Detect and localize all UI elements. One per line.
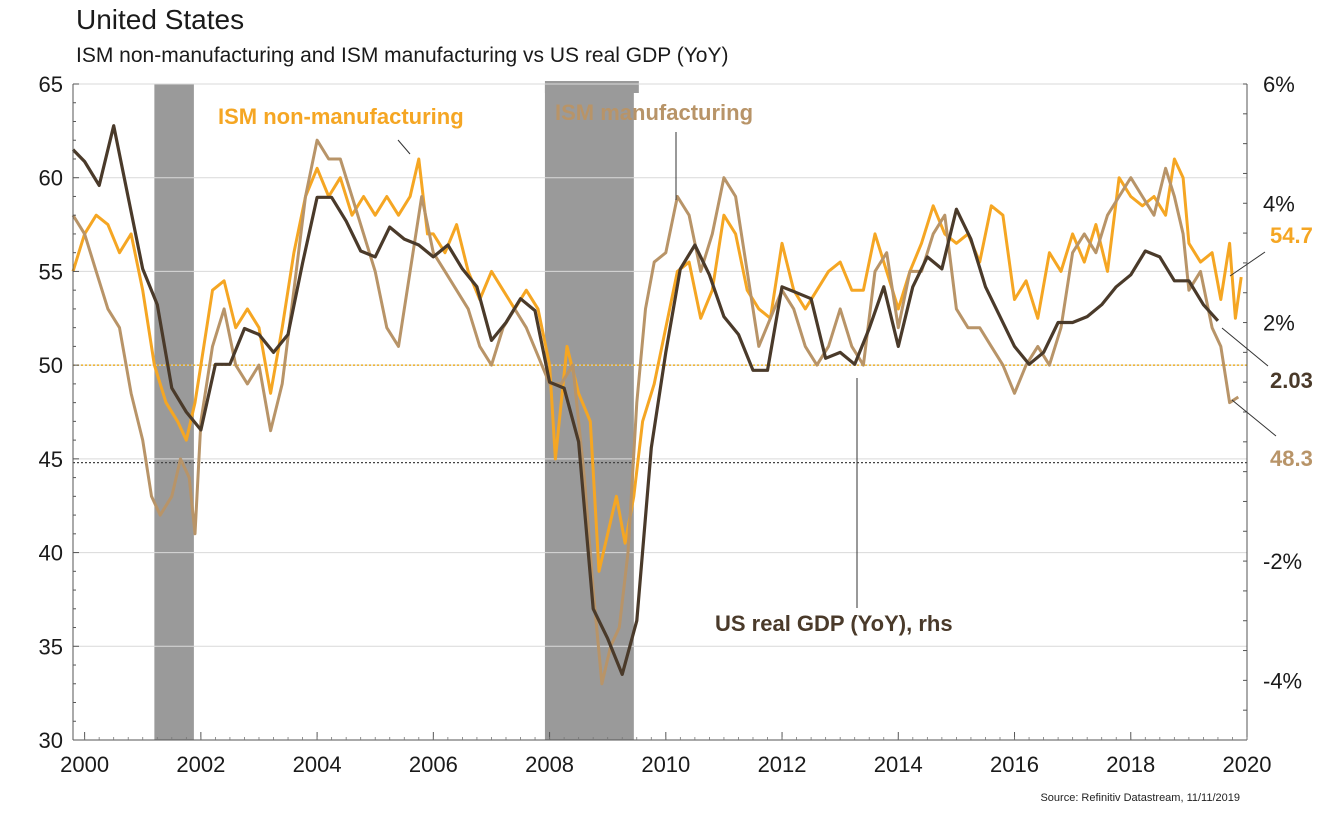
x-tick-label: 2020 xyxy=(1223,752,1272,777)
left-tick-label: 35 xyxy=(39,634,63,659)
left-tick-label: 65 xyxy=(39,72,63,97)
recession-bar-1 xyxy=(544,84,634,740)
x-tick-label: 2008 xyxy=(525,752,574,777)
right-tick-label: -2% xyxy=(1263,549,1302,574)
label-ism-manufacturing: ISM manufacturing xyxy=(555,100,753,125)
x-tick-label: 2010 xyxy=(641,752,690,777)
chart-subtitle: ISM non-manufacturing and ISM manufactur… xyxy=(76,44,729,67)
left-tick-label: 55 xyxy=(39,259,63,284)
gridlines-group xyxy=(73,83,1247,741)
series-line-2 xyxy=(71,124,1220,676)
left-tick-label: 60 xyxy=(39,166,63,191)
series-group xyxy=(71,124,1243,686)
x-tick-label: 2002 xyxy=(176,752,225,777)
left-tick-label: 40 xyxy=(39,541,63,566)
right-tick-label: 2% xyxy=(1263,311,1295,336)
end-leader-gdp xyxy=(1221,327,1269,367)
end-leader-non-manufacturing xyxy=(1229,251,1266,277)
recession-shading-group xyxy=(154,81,639,740)
left-tick-label: 45 xyxy=(39,447,63,472)
x-tick-label: 2006 xyxy=(409,752,458,777)
left-tick-label: 30 xyxy=(39,728,63,753)
right-tick-label: 6% xyxy=(1263,72,1295,97)
x-tick-label: 2014 xyxy=(874,752,923,777)
left-tick-label: 50 xyxy=(39,353,63,378)
x-tick-label: 2012 xyxy=(758,752,807,777)
right-tick-label: 4% xyxy=(1263,191,1295,216)
label-us-real-gdp: US real GDP (YoY), rhs xyxy=(715,611,953,636)
end-value-gdp: 2.03 xyxy=(1270,368,1313,393)
label-ism-non-manufacturing: ISM non-manufacturing xyxy=(218,104,464,129)
series-line-1 xyxy=(71,138,1240,686)
x-tick-label: 2000 xyxy=(60,752,109,777)
end-value-manufacturing: 48.3 xyxy=(1270,446,1313,471)
series-line-0 xyxy=(71,157,1243,573)
x-tick-label: 2004 xyxy=(293,752,342,777)
end-leader-manufacturing xyxy=(1231,399,1277,437)
label-leader-non-manufacturing xyxy=(397,139,411,155)
x-tick-label: 2016 xyxy=(990,752,1039,777)
source-note: Source: Refinitiv Datastream, 11/11/2019 xyxy=(1040,792,1240,804)
axes-group: 30 35 40 45 50 55 60 65 -4% -2% 2% 4% 6% 2000 2002 2004… xyxy=(39,72,1303,777)
annotations-group: ISM non-manufacturing ISM manufacturing US… xyxy=(218,100,1313,636)
x-tick-label: 2018 xyxy=(1106,752,1155,777)
chart-title: United States xyxy=(76,4,245,35)
recession-top-marker xyxy=(544,81,639,93)
right-tick-label: -4% xyxy=(1263,668,1302,693)
end-value-non-manufacturing: 54.7 xyxy=(1270,223,1313,248)
